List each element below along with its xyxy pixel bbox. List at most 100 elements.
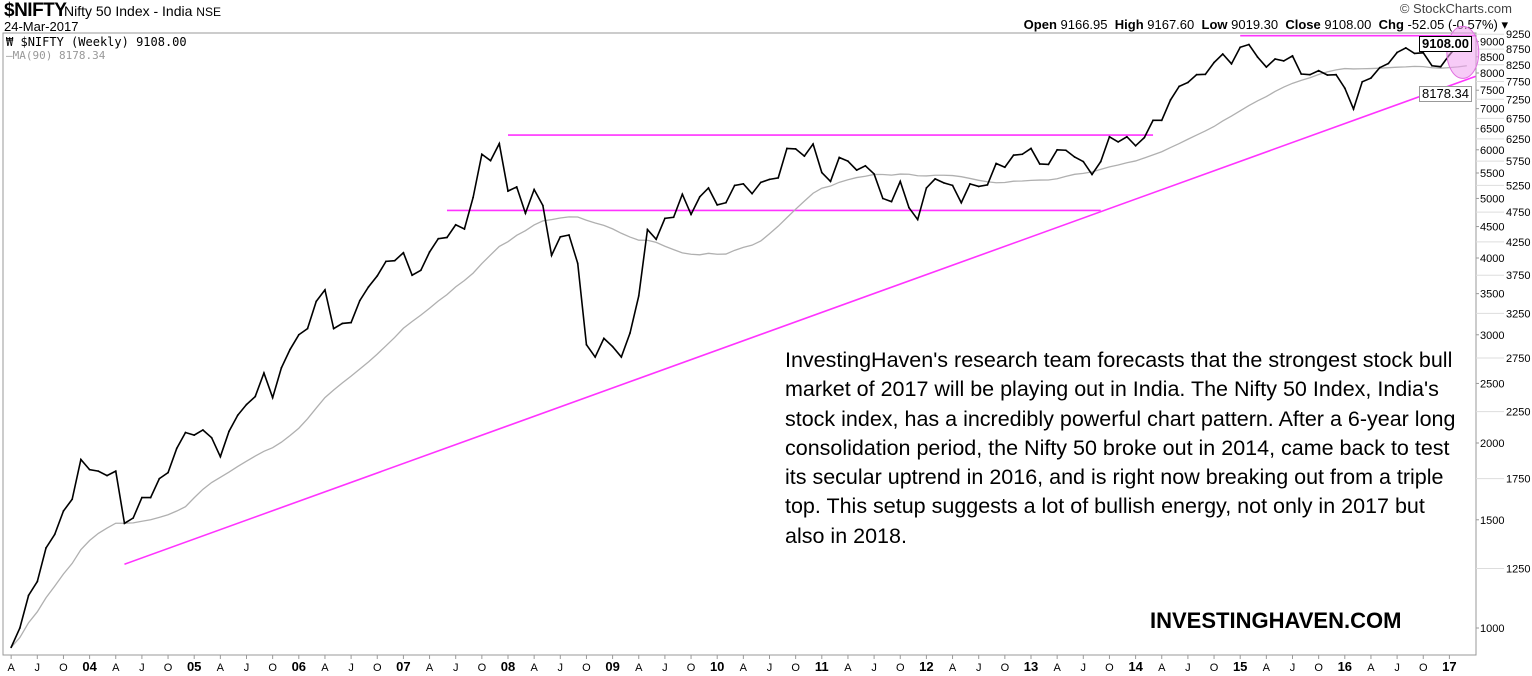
- price-point: [498, 142, 501, 145]
- x-tick-label: O: [268, 662, 277, 674]
- x-tick-label: 06: [292, 659, 306, 674]
- price-point: [1352, 108, 1355, 110]
- open-value: 9166.95: [1060, 17, 1108, 32]
- price-point: [1064, 149, 1067, 152]
- price-point: [1012, 154, 1015, 157]
- exchange: NSE: [196, 5, 221, 19]
- price-point: [1204, 73, 1207, 76]
- legend-price: ₩ $NIFTY (Weekly) 9108.00: [6, 35, 187, 49]
- price-point: [106, 474, 108, 477]
- y-tick-label: 8500: [1480, 52, 1504, 64]
- x-tick-label: J: [1290, 662, 1296, 674]
- price-point: [97, 470, 100, 473]
- x-tick-label: 14: [1128, 659, 1143, 674]
- price-point: [1300, 73, 1303, 75]
- price-point: [367, 285, 370, 288]
- chg-label: Chg: [1378, 17, 1404, 32]
- price-point: [1169, 99, 1172, 101]
- price-point: [332, 327, 335, 330]
- price-point: [402, 251, 405, 254]
- price-point: [1291, 54, 1294, 57]
- x-tick-label: J: [244, 662, 250, 674]
- close-label: Close: [1285, 17, 1321, 32]
- price-point: [236, 414, 239, 417]
- price-point: [18, 627, 21, 629]
- x-tick-label: J: [767, 662, 773, 674]
- price-point: [437, 237, 440, 240]
- price-point: [1056, 148, 1059, 151]
- x-tick-label: O: [1210, 662, 1219, 674]
- price-point: [62, 510, 65, 512]
- y-tick-label: 5250: [1506, 180, 1530, 192]
- y-tick-label: 6750: [1506, 113, 1530, 125]
- price-point: [480, 153, 483, 156]
- price-point: [524, 212, 527, 215]
- x-axis: A J O 04 A J O 05 A J O 06 A J O 07 A J O 08 A J O 09 A J O 10 A J O 11…: [7, 655, 1457, 674]
- y-tick-label: 2750: [1506, 353, 1530, 365]
- price-point: [873, 173, 875, 175]
- price-point: [306, 327, 309, 330]
- x-tick-label: O: [687, 662, 696, 674]
- legend: ₩ $NIFTY (Weekly) 9108.00 —MA(90) 8178.3…: [6, 35, 187, 62]
- price-point: [925, 187, 928, 189]
- x-tick-label: A: [7, 662, 15, 674]
- y-tick-label: 3750: [1506, 270, 1530, 282]
- price-point: [1213, 61, 1215, 64]
- y-tick-label: 6000: [1480, 145, 1504, 157]
- price-point: [280, 366, 283, 369]
- x-tick-label: J: [662, 662, 668, 674]
- price-point: [515, 186, 518, 188]
- price-point: [768, 178, 771, 181]
- x-tick-label: J: [453, 662, 459, 674]
- ohlc-readout: Open 9166.95 High 9167.60 Low 9019.30 Cl…: [1024, 17, 1508, 33]
- x-tick-label: A: [426, 662, 434, 674]
- low-label: Low: [1201, 17, 1228, 32]
- price-point: [1265, 66, 1268, 68]
- price-point: [385, 260, 387, 263]
- price-point: [733, 184, 736, 187]
- price-point: [263, 372, 265, 374]
- last-price-label: 9108.00: [1419, 36, 1472, 52]
- price-point: [472, 196, 475, 199]
- price-point: [36, 580, 39, 583]
- price-point: [559, 235, 562, 238]
- y-tick-label: 7750: [1506, 76, 1530, 88]
- price-point: [454, 223, 457, 226]
- price-point: [10, 646, 13, 649]
- price-point: [114, 470, 117, 473]
- price-point: [881, 197, 884, 200]
- price-point: [742, 182, 745, 185]
- price-point: [245, 403, 248, 406]
- price-point: [88, 468, 91, 471]
- price-point: [602, 337, 605, 340]
- price-point: [890, 200, 893, 203]
- price-point: [664, 217, 666, 220]
- low-value: 9019.30: [1231, 17, 1279, 32]
- y-tick-label: 4000: [1480, 253, 1504, 265]
- chg-value[interactable]: -52.05 (-0.57%) ▾: [1407, 17, 1508, 32]
- y-tick-label: 2250: [1506, 407, 1530, 419]
- price-point: [864, 164, 867, 167]
- price-point: [855, 169, 858, 172]
- symbol-title: $NIFTY: [4, 0, 67, 21]
- price-point: [1431, 64, 1433, 67]
- price-point: [202, 429, 204, 431]
- x-tick-label: O: [59, 662, 68, 674]
- price-point: [193, 434, 196, 437]
- price-point: [507, 190, 509, 192]
- breakout-highlight: [1446, 25, 1480, 79]
- price-point: [184, 431, 187, 434]
- price-point: [690, 213, 692, 216]
- trend-lines: [124, 34, 1476, 565]
- y-tick-label: 4250: [1506, 237, 1530, 249]
- price-point: [1370, 77, 1372, 79]
- price-point: [71, 498, 74, 501]
- price-point: [463, 228, 466, 230]
- x-tick-label: O: [582, 662, 591, 674]
- x-tick-label: 07: [396, 659, 410, 674]
- x-tick-label: 17: [1442, 659, 1456, 674]
- y-tick-label: 8250: [1506, 60, 1530, 72]
- x-tick-label: A: [1158, 662, 1166, 674]
- price-point: [158, 477, 161, 480]
- price-point: [629, 332, 631, 334]
